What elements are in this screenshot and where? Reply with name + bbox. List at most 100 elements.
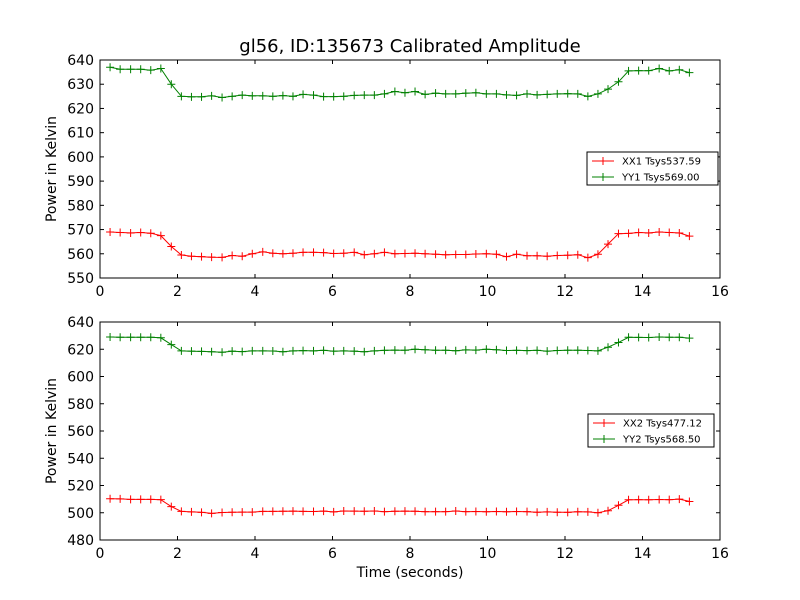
data-point — [288, 92, 297, 101]
data-point — [421, 249, 430, 258]
data-point — [268, 249, 277, 258]
data-point — [228, 251, 237, 260]
data-point — [278, 507, 287, 516]
data-point — [685, 68, 694, 77]
legend-box — [586, 151, 719, 186]
data-point — [644, 66, 653, 75]
data-point — [106, 332, 115, 341]
data-point — [665, 66, 674, 75]
data-point — [360, 250, 369, 259]
data-point — [177, 507, 186, 516]
data-point — [288, 249, 297, 258]
data-point — [451, 250, 460, 259]
data-point — [614, 77, 623, 86]
series-2 — [106, 332, 694, 357]
data-point — [675, 228, 684, 237]
data-point — [685, 497, 694, 506]
data-point — [309, 248, 318, 257]
data-point — [543, 90, 552, 99]
data-point — [614, 229, 623, 238]
y-tick-label: 610 — [67, 126, 94, 142]
data-point — [197, 347, 206, 356]
data-point — [329, 92, 338, 101]
data-point — [146, 333, 155, 342]
data-point — [614, 501, 623, 510]
y-tick-label: 580 — [67, 397, 94, 413]
y-tick-label: 480 — [67, 533, 94, 549]
data-point — [583, 92, 592, 101]
data-point — [634, 333, 643, 342]
data-point — [339, 249, 348, 258]
data-point — [411, 507, 420, 516]
data-point — [411, 345, 420, 354]
y-tick-label: 560 — [67, 424, 94, 440]
data-point — [441, 507, 450, 516]
chart-title: gl56, ID:135673 Calibrated Amplitude — [239, 36, 580, 57]
data-point — [655, 332, 664, 341]
data-point — [136, 65, 145, 74]
y-tick-label: 550 — [67, 271, 94, 287]
data-point — [441, 250, 450, 259]
legend-marker — [599, 157, 607, 165]
data-point — [451, 346, 460, 355]
legend-marker — [600, 419, 608, 427]
data-point — [482, 507, 491, 516]
data-point — [288, 507, 297, 516]
data-point — [218, 253, 227, 262]
data-point — [319, 92, 328, 101]
data-point — [167, 340, 176, 349]
y-axis-label: Power in Kelvin — [44, 116, 60, 222]
data-point — [156, 64, 165, 73]
data-point — [380, 346, 389, 355]
x-tick-label: 8 — [406, 284, 415, 300]
data-point — [350, 507, 359, 516]
y-axis-label: Power in Kelvin — [44, 378, 60, 484]
data-point — [228, 347, 237, 356]
data-point — [523, 89, 532, 98]
x-tick-label: 10 — [479, 284, 497, 300]
data-point — [156, 495, 165, 504]
data-point — [207, 91, 216, 100]
y-tick-label: 560 — [67, 247, 94, 263]
y-tick-label: 630 — [67, 77, 94, 93]
data-point — [390, 507, 399, 516]
data-point — [126, 333, 135, 342]
data-point — [207, 509, 216, 518]
legend: XX1 Tsys537.59 YY1 Tsys569.00 — [586, 151, 719, 186]
data-point — [441, 346, 450, 355]
data-point — [329, 507, 338, 516]
data-point — [431, 346, 440, 355]
data-point — [502, 252, 511, 261]
data-point — [471, 507, 480, 516]
series-2 — [106, 63, 694, 102]
data-point — [634, 66, 643, 75]
data-point — [400, 507, 409, 516]
data-point — [299, 90, 308, 99]
data-point — [116, 494, 125, 503]
data-point — [675, 495, 684, 504]
y-tick-label: 590 — [67, 174, 94, 190]
data-point — [106, 63, 115, 72]
data-point — [136, 495, 145, 504]
data-point — [177, 92, 186, 101]
data-point — [563, 89, 572, 98]
data-point — [370, 249, 379, 258]
data-point — [644, 495, 653, 504]
x-tick-label: 0 — [96, 546, 105, 562]
data-point — [675, 333, 684, 342]
data-point — [583, 253, 592, 262]
data-point — [238, 508, 247, 517]
data-point — [218, 93, 227, 102]
data-point — [411, 249, 420, 258]
data-point — [309, 507, 318, 516]
data-point — [278, 347, 287, 356]
data-point — [126, 228, 135, 237]
data-point — [116, 65, 125, 74]
data-point — [461, 507, 470, 516]
legend-marker — [600, 435, 608, 443]
data-point — [187, 92, 196, 101]
data-point — [482, 345, 491, 354]
data-point — [441, 89, 450, 98]
data-point — [146, 495, 155, 504]
